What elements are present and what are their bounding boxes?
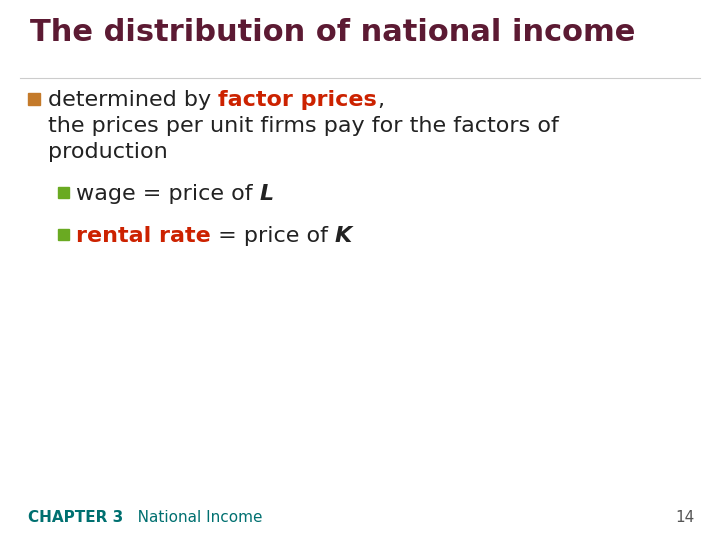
- Text: L: L: [260, 184, 274, 204]
- Text: ,: ,: [377, 90, 384, 110]
- Text: National Income: National Income: [123, 510, 263, 525]
- Text: CHAPTER 3: CHAPTER 3: [28, 510, 123, 525]
- Text: factor prices: factor prices: [218, 90, 377, 110]
- FancyBboxPatch shape: [28, 93, 40, 105]
- Text: The distribution of national income: The distribution of national income: [30, 18, 635, 47]
- Text: rental rate: rental rate: [76, 226, 211, 246]
- Text: K: K: [335, 226, 352, 246]
- Text: the prices per unit firms pay for the factors of: the prices per unit firms pay for the fa…: [48, 116, 559, 136]
- Text: 14: 14: [676, 510, 695, 525]
- Text: production: production: [48, 142, 168, 162]
- Text: wage = price of: wage = price of: [76, 184, 260, 204]
- FancyBboxPatch shape: [58, 229, 69, 240]
- FancyBboxPatch shape: [58, 187, 69, 198]
- Text: determined by: determined by: [48, 90, 218, 110]
- Text: = price of: = price of: [211, 226, 335, 246]
